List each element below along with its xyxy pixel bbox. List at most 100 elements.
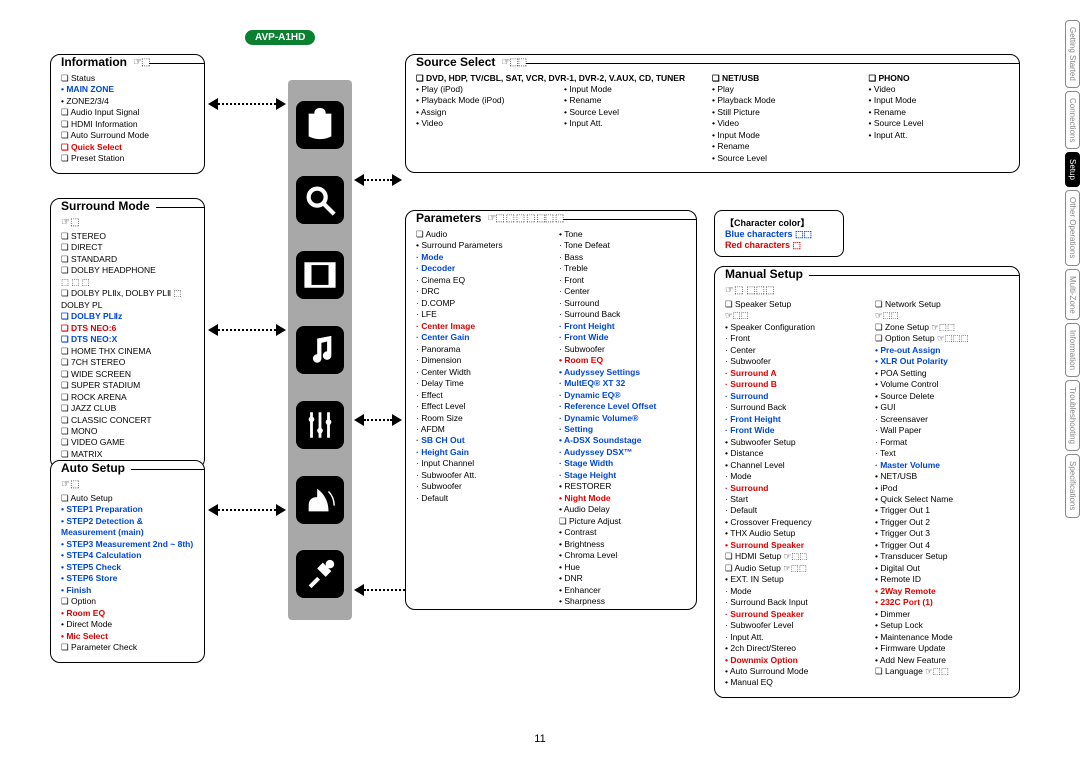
list-item: Subwoofer Level (725, 620, 859, 631)
list-item: Delay Time (416, 378, 543, 389)
list-item: XLR Out Polarity (875, 356, 1009, 367)
speaker-icon (296, 476, 344, 524)
list-item: Audio Delay (559, 504, 686, 515)
list-item: Source Level (712, 153, 853, 164)
list-item: Auto Setup (61, 493, 194, 504)
list-item: Trigger Out 1 (875, 505, 1009, 516)
search-icon (296, 176, 344, 224)
auto-setup-list: Auto SetupSTEP1 PreparationSTEP2 Detecti… (61, 493, 194, 654)
surround-mode-list: STEREODIRECTSTANDARDDOLBY HEADPHONE⬚ ⬚ ⬚… (61, 231, 194, 460)
list-item: Auto Surround Mode (725, 666, 859, 677)
side-tab[interactable]: Setup (1065, 152, 1080, 187)
list-item: Direct Mode (61, 619, 194, 630)
list-item: MONO (61, 426, 194, 437)
list-item: DTS NEO:6 (61, 323, 194, 334)
manual-setup-section: Manual Setup ☞⬚ ⬚⬚⬚ Speaker Setup☞⬚⬚Spea… (714, 266, 1020, 698)
list-item: Speaker Configuration (725, 322, 859, 333)
list-item: Input Mode (869, 95, 1010, 106)
list-item: Mode (416, 252, 543, 263)
list-item: Setting (559, 424, 686, 435)
list-item: Center Image (416, 321, 543, 332)
side-tab[interactable]: Troubleshooting (1065, 380, 1080, 451)
list-item: D.COMP (416, 298, 543, 309)
list-item: Volume Control (875, 379, 1009, 390)
list-item: Quick Select Name (875, 494, 1009, 505)
list-item: ☞⬚⬚ (725, 310, 859, 321)
list-item: Firmware Update (875, 643, 1009, 654)
list-item: Tone Defeat (559, 240, 686, 251)
list-item: Surround Back Input (725, 597, 859, 608)
list-item: Playback Mode (712, 95, 853, 106)
list-item: Front (559, 275, 686, 286)
list-item: GUI (875, 402, 1009, 413)
list-item: Play (iPod) (416, 84, 548, 95)
side-tab[interactable]: Multi-Zone (1065, 269, 1080, 321)
surround-mode-title: Surround Mode (51, 199, 156, 213)
list-item: STEP4 Calculation (61, 550, 194, 561)
side-tab[interactable]: Connections (1065, 91, 1080, 149)
list-item: Mode (725, 586, 859, 597)
list-item: EXT. IN Setup (725, 574, 859, 585)
tools-icon (296, 550, 344, 598)
list-item: Surround B (725, 379, 859, 390)
list-item: Format (875, 437, 1009, 448)
list-item: Downmix Option (725, 655, 859, 666)
list-item: Center Width (416, 367, 543, 378)
list-item: Playback Mode (iPod) (416, 95, 548, 106)
list-item: Manual EQ (725, 677, 859, 688)
auto-setup-title: Auto Setup (51, 461, 131, 475)
list-item: Cinema EQ (416, 275, 543, 286)
list-item: Pre-out Assign (875, 345, 1009, 356)
list-item: Text (875, 448, 1009, 459)
list-item: Status (61, 73, 194, 84)
list-item: VIDEO GAME (61, 437, 194, 448)
list-item: Input Att. (564, 118, 696, 129)
side-tab[interactable]: Information (1065, 323, 1080, 377)
list-item: Quick Select (61, 142, 194, 153)
menu-icon-strip (288, 80, 352, 620)
list-item: CLASSIC CONCERT (61, 415, 194, 426)
side-tab[interactable]: Getting Started (1065, 20, 1080, 88)
list-item: Surround A (725, 368, 859, 379)
list-item: Trigger Out 3 (875, 528, 1009, 539)
list-item: Room EQ (61, 608, 194, 619)
parameters-section: Parameters ☞⬚ ⬚ ⬚ ⬚ ⬚⬚ ⬚ AudioSurround P… (405, 210, 697, 610)
list-item: Network Setup (875, 299, 1009, 310)
side-tab[interactable]: Other Operations (1065, 190, 1080, 265)
list-item: ⬚ ⬚ ⬚ (61, 277, 194, 288)
list-item: Center (725, 345, 859, 356)
list-item: ZONE2/3/4 (61, 96, 194, 107)
list-item: Surround Speaker (725, 609, 859, 620)
list-item: Rename (564, 95, 696, 106)
list-item: Decoder (416, 263, 543, 274)
list-item: Night Mode (559, 493, 686, 504)
list-item: Finish (61, 585, 194, 596)
music-icon (296, 326, 344, 374)
list-item: Parameter Check (61, 642, 194, 653)
list-item: Auto Surround Mode (61, 130, 194, 141)
information-section: Information ☞⬚ StatusMAIN ZONEZONE2/3/4A… (50, 54, 205, 174)
parameters-title: Parameters (406, 211, 487, 225)
list-item: Chroma Level (559, 550, 686, 561)
list-item: STEREO (61, 231, 194, 242)
list-item: Dimension (416, 355, 543, 366)
list-item: Height Gain (416, 447, 543, 458)
list-item: Language ☞⬚⬚ (875, 666, 1009, 677)
source-select-title: Source Select (406, 55, 501, 69)
page: AVP-A1HD Information ☞⬚ StatusMAIN ZONEZ… (50, 30, 1070, 51)
list-item: Input Att. (725, 632, 859, 643)
list-item: Source Level (564, 107, 696, 118)
list-item: Speaker Setup (725, 299, 859, 310)
list-item: HDMI Information (61, 119, 194, 130)
side-tab[interactable]: Specifications (1065, 454, 1080, 517)
list-item: Center Gain (416, 332, 543, 343)
list-item: Room EQ (559, 355, 686, 366)
list-item: Stage Width (559, 458, 686, 469)
list-item: SB CH Out (416, 435, 543, 446)
list-item: Mic Select (61, 631, 194, 642)
list-item: Transducer Setup (875, 551, 1009, 562)
list-item: Audyssey Settings (559, 367, 686, 378)
list-item: Source Delete (875, 391, 1009, 402)
list-item: Contrast (559, 527, 686, 538)
info-icon (296, 101, 344, 149)
